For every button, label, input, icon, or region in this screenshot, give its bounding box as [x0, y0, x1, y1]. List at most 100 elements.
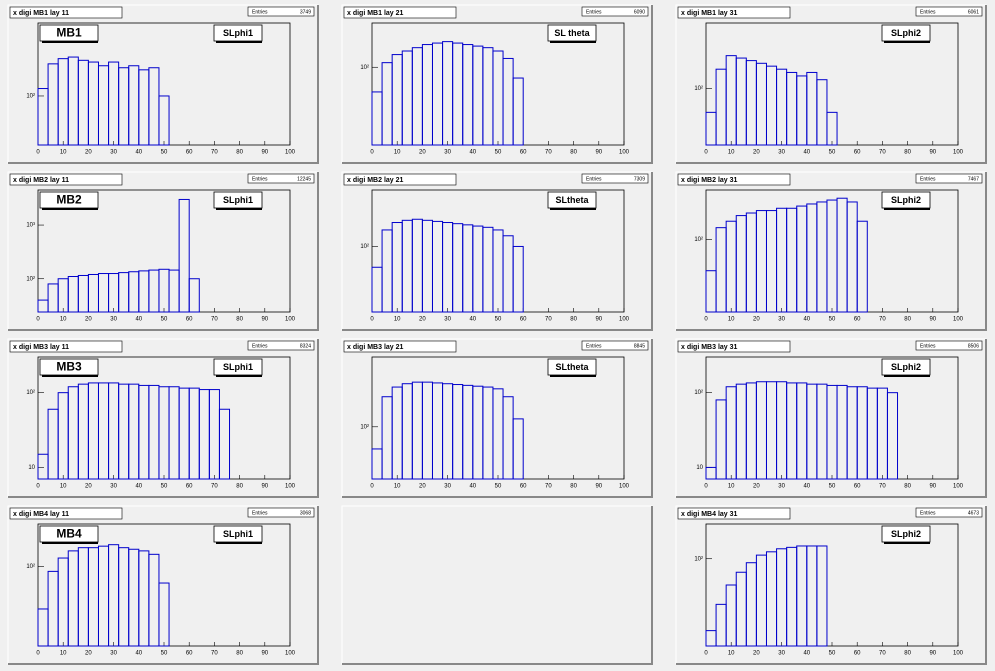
x-tick-label: 90: [595, 150, 602, 156]
x-tick-label: 80: [904, 484, 911, 490]
x-tick-label: 20: [753, 150, 760, 156]
title-box: [343, 340, 457, 353]
stats-entries: 8845: [634, 343, 645, 349]
x-tick-label: 60: [520, 150, 527, 156]
x-tick-label: 80: [236, 150, 243, 156]
x-tick-label: 30: [778, 484, 785, 490]
stats-label: Entries: [920, 9, 936, 15]
x-tick-label: 20: [753, 651, 760, 657]
x-tick-label: 0: [36, 484, 40, 490]
y-tick-label: 10²: [26, 390, 35, 396]
title-box: [343, 6, 457, 19]
plot-frame: [705, 22, 959, 146]
x-tick-label: 80: [236, 484, 243, 490]
x-tick-label: 90: [929, 651, 936, 657]
label: MB1: [56, 26, 82, 40]
label: SLphi1: [223, 362, 253, 372]
x-tick-label: 20: [419, 150, 426, 156]
x-tick-label: 40: [803, 150, 810, 156]
x-tick-label: 80: [236, 317, 243, 323]
stats-label: Entries: [252, 343, 268, 349]
title: x digi MB4 lay 31: [681, 511, 738, 518]
x-tick-label: 50: [495, 317, 502, 323]
title: x digi MB1 lay 21: [347, 10, 404, 17]
stats-label: Entries: [586, 343, 602, 349]
x-tick-label: 20: [753, 484, 760, 490]
y-tick-label: 10²: [26, 564, 35, 570]
x-tick-label: 10: [60, 484, 67, 490]
x-tick-label: 20: [753, 317, 760, 323]
x-tick-label: 100: [619, 317, 630, 323]
x-tick-label: 80: [570, 484, 577, 490]
stats-box: [581, 6, 649, 17]
title-box: [677, 6, 791, 19]
x-tick-label: 40: [135, 651, 142, 657]
stats-label: Entries: [252, 510, 268, 516]
x-tick-label: 70: [545, 317, 552, 323]
histogram-bin: [512, 418, 524, 480]
x-tick-label: 60: [854, 651, 861, 657]
plot-frame: [37, 22, 291, 146]
x-tick-label: 100: [285, 317, 296, 323]
plot-frame: [371, 189, 625, 313]
x-tick-label: 50: [161, 317, 168, 323]
y-tick-label: 10²: [26, 94, 35, 100]
x-tick-label: 100: [953, 317, 964, 323]
x-tick-label: 40: [469, 317, 476, 323]
x-tick-label: 30: [778, 317, 785, 323]
x-tick-label: 20: [85, 651, 92, 657]
x-tick-label: 50: [495, 150, 502, 156]
x-tick-label: 70: [545, 150, 552, 156]
x-tick-label: 60: [854, 317, 861, 323]
x-tick-label: 50: [829, 484, 836, 490]
stats-label: Entries: [586, 9, 602, 15]
x-tick-label: 20: [419, 484, 426, 490]
pad-shadow: [8, 339, 319, 498]
plot-frame: [37, 523, 291, 647]
stats-box: [915, 173, 983, 184]
x-tick-label: 20: [85, 484, 92, 490]
title: x digi MB3 lay 31: [681, 344, 738, 351]
stats-entries: 4673: [968, 510, 979, 516]
stats-box: [247, 340, 315, 351]
stats-entries: 8324: [300, 343, 311, 349]
pad-shadow: [676, 172, 987, 331]
stats-entries: 3068: [300, 510, 311, 516]
stats-entries: 8506: [968, 343, 979, 349]
x-tick-label: 100: [953, 651, 964, 657]
x-tick-label: 80: [904, 150, 911, 156]
label: SLphi1: [223, 195, 253, 205]
x-tick-label: 40: [135, 150, 142, 156]
x-tick-label: 70: [211, 651, 218, 657]
pad-shadow: [676, 5, 987, 164]
title-box: [677, 173, 791, 186]
x-tick-label: 40: [469, 484, 476, 490]
title: x digi MB1 lay 11: [13, 10, 69, 17]
x-tick-label: 0: [704, 150, 708, 156]
x-tick-label: 10: [394, 484, 401, 490]
y-tick-label: 10²: [694, 390, 703, 396]
histogram-bin: [816, 545, 828, 647]
pad-shadow: [8, 172, 319, 331]
title: x digi MB2 lay 11: [13, 177, 69, 184]
histogram-bin: [158, 582, 170, 647]
x-tick-label: 0: [370, 150, 374, 156]
x-tick-label: 40: [803, 317, 810, 323]
label: SLphi2: [891, 529, 921, 539]
histogram-bin: [158, 95, 170, 146]
stats-entries: 3749: [300, 9, 311, 15]
label: SLphi1: [223, 28, 253, 38]
histogram-bin: [178, 198, 190, 313]
stats-label: Entries: [920, 343, 936, 349]
label: SLphi1: [223, 529, 253, 539]
x-tick-label: 30: [778, 651, 785, 657]
histogram-bin: [218, 408, 231, 480]
x-tick-label: 100: [953, 150, 964, 156]
y-tick-label: 10: [28, 465, 35, 471]
pad-shadow: [342, 506, 653, 665]
stats-box: [915, 340, 983, 351]
pad-shadow: [342, 5, 653, 164]
y-tick-label: 10: [696, 465, 703, 471]
